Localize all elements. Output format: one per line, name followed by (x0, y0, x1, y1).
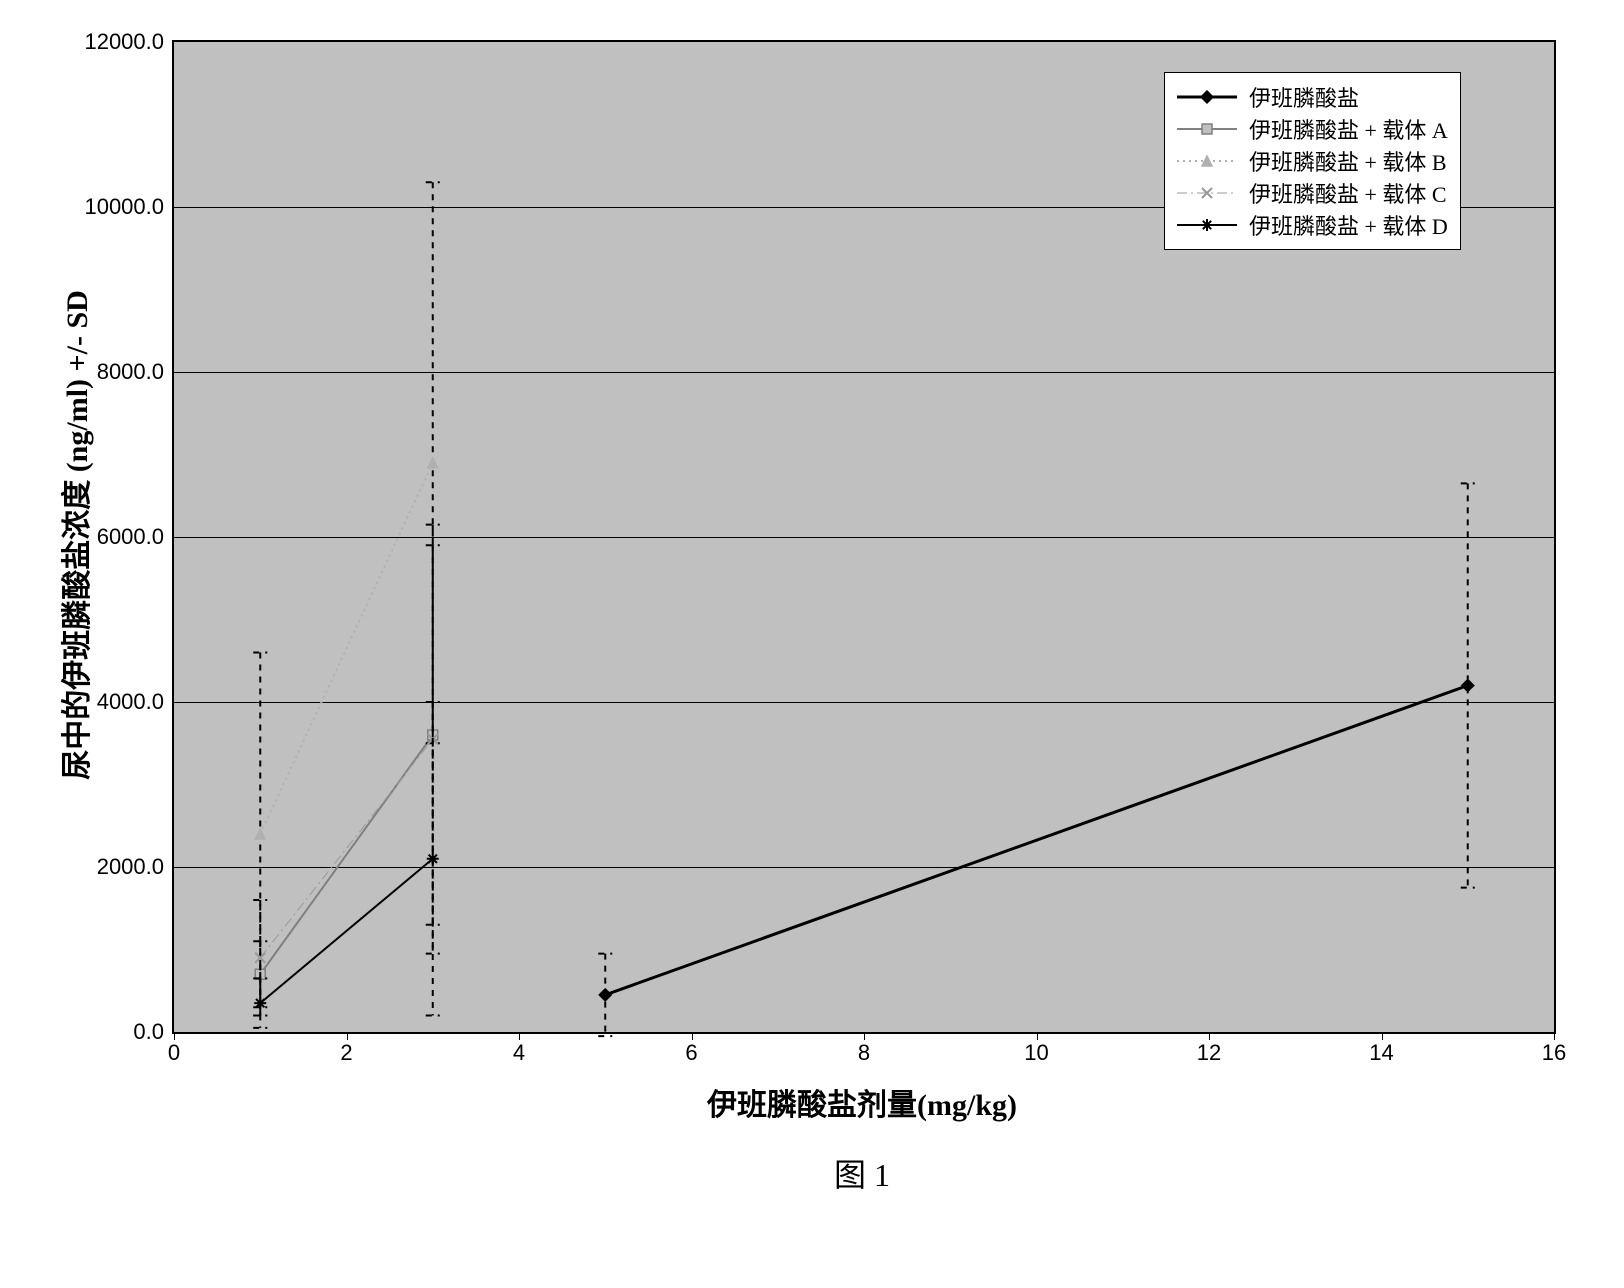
legend-label: 伊班膦酸盐 (1249, 81, 1359, 113)
legend-label: 伊班膦酸盐 + 载体 B (1249, 145, 1447, 177)
legend-swatch (1177, 183, 1237, 203)
y-tick-label: 12000.0 (84, 29, 174, 55)
x-tick-label: 10 (1024, 1032, 1048, 1066)
x-axis-label: 伊班膦酸盐剂量(mg/kg) (707, 1080, 1017, 1124)
series-line (260, 463, 433, 834)
x-tick-label: 8 (858, 1032, 870, 1066)
y-tick-label: 8000.0 (97, 359, 174, 385)
x-tick-label: 6 (685, 1032, 697, 1066)
legend-swatch (1177, 87, 1237, 107)
x-tick-label: 4 (513, 1032, 525, 1066)
legend-swatch (1177, 119, 1237, 139)
legend-label: 伊班膦酸盐 + 载体 A (1249, 113, 1448, 145)
legend-item: 伊班膦酸盐 + 载体 A (1177, 113, 1448, 145)
figure-caption: 图 1 (834, 1150, 890, 1196)
legend-swatch (1177, 151, 1237, 171)
legend-item: 伊班膦酸盐 + 载体 C (1177, 177, 1448, 209)
y-axis-label: 尿中的伊班膦酸盐浓度 (ng/ml) +/- SD (52, 290, 96, 780)
plot-area: 0.02000.04000.06000.08000.010000.012000.… (172, 40, 1556, 1034)
legend: 伊班膦酸盐伊班膦酸盐 + 载体 A伊班膦酸盐 + 载体 B伊班膦酸盐 + 载体 … (1164, 72, 1461, 250)
y-tick-label: 6000.0 (97, 524, 174, 550)
legend-label: 伊班膦酸盐 + 载体 C (1249, 177, 1447, 209)
x-tick-label: 12 (1197, 1032, 1221, 1066)
chart-container: 0.02000.04000.06000.08000.010000.012000.… (22, 20, 1602, 1220)
x-tick-label: 0 (168, 1032, 180, 1066)
series-line (260, 735, 433, 974)
x-tick-label: 2 (340, 1032, 352, 1066)
legend-swatch (1177, 215, 1237, 235)
legend-item: 伊班膦酸盐 (1177, 81, 1448, 113)
legend-label: 伊班膦酸盐 + 载体 D (1249, 209, 1448, 241)
legend-item: 伊班膦酸盐 + 载体 B (1177, 145, 1448, 177)
x-tick-label: 14 (1369, 1032, 1393, 1066)
y-tick-label: 4000.0 (97, 689, 174, 715)
y-tick-label: 2000.0 (97, 854, 174, 880)
x-tick-label: 16 (1542, 1032, 1566, 1066)
series-line (260, 859, 433, 1003)
series-line (605, 686, 1468, 995)
legend-item: 伊班膦酸盐 + 载体 D (1177, 209, 1448, 241)
y-tick-label: 10000.0 (84, 194, 174, 220)
